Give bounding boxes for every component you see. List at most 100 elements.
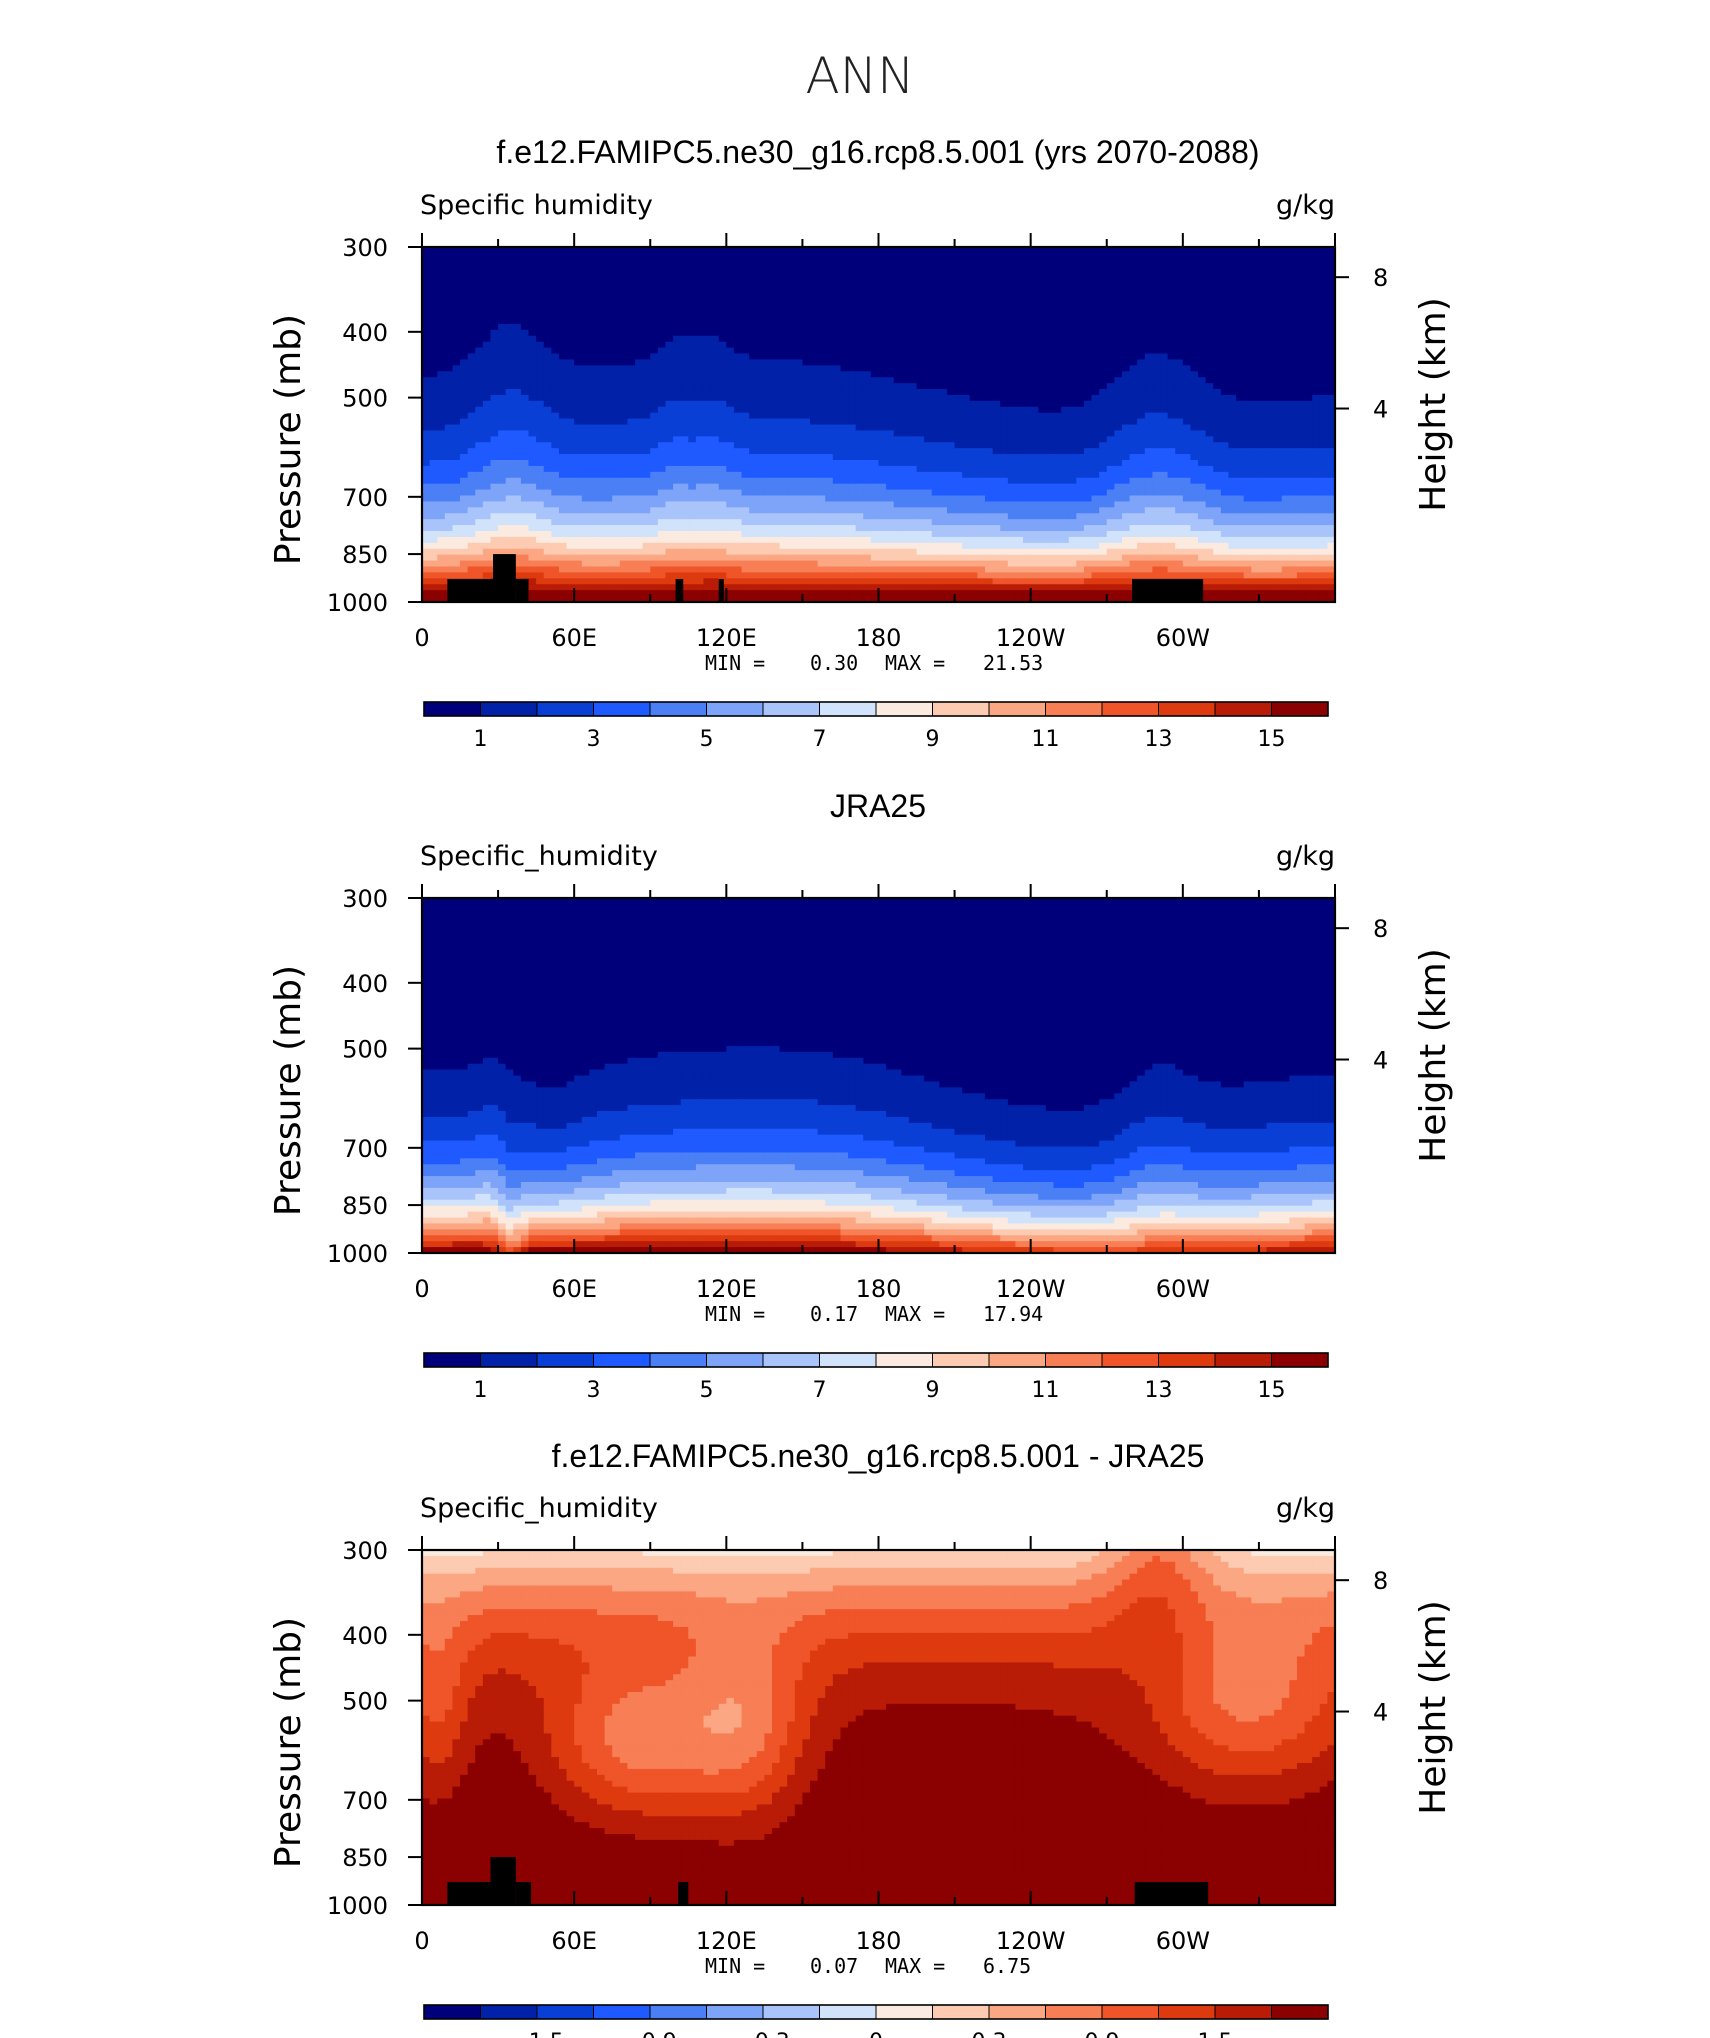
heatmap-cell <box>711 282 720 290</box>
heatmap-cell <box>596 436 606 443</box>
heatmap-cell <box>452 353 461 361</box>
heatmap-cell <box>680 471 689 479</box>
heatmap-cell <box>1045 329 1055 337</box>
heatmap-cell <box>733 335 743 343</box>
heatmap-cell <box>848 489 857 497</box>
heatmap-cell <box>741 383 750 390</box>
heatmap-cell <box>878 572 887 579</box>
heatmap-cell <box>551 252 560 260</box>
heatmap-cell <box>657 525 667 532</box>
heatmap-cell <box>551 465 560 473</box>
heatmap-cell <box>749 590 758 597</box>
heatmap-cell <box>437 347 446 355</box>
heatmap-cell <box>787 371 796 378</box>
heatmap-cell <box>985 270 994 278</box>
heatmap-cell <box>460 377 469 384</box>
heatmap-cell <box>1015 312 1024 319</box>
heatmap-cell <box>665 442 674 449</box>
heatmap-cell <box>886 377 895 384</box>
heatmap-cell <box>650 371 659 378</box>
heatmap-cell <box>962 442 971 449</box>
heatmap-cell <box>467 270 476 278</box>
heatmap-cell <box>482 247 492 254</box>
heatmap-cell <box>901 430 910 437</box>
heatmap-cell <box>1023 572 1032 579</box>
heatmap-cell <box>460 442 469 449</box>
heatmap-cell <box>802 442 811 449</box>
heatmap-cell <box>931 412 940 420</box>
heatmap-cell <box>460 318 469 325</box>
heatmap-cell <box>673 554 682 562</box>
heatmap-cell <box>688 442 697 449</box>
heatmap-cell <box>985 300 994 307</box>
heatmap-cell <box>931 247 940 254</box>
heatmap-cell <box>657 353 667 361</box>
heatmap-cell <box>566 312 575 319</box>
heatmap-cell <box>528 412 537 420</box>
heatmap-cell <box>794 329 804 337</box>
heatmap-cell <box>802 276 811 284</box>
heatmap-cell <box>711 460 720 467</box>
heatmap-cell <box>863 584 872 591</box>
heatmap-cell <box>490 525 499 532</box>
heatmap-cell <box>1045 519 1055 526</box>
heatmap-cell <box>490 436 499 443</box>
heatmap-cell <box>574 294 583 301</box>
heatmap-cell <box>1023 335 1032 343</box>
heatmap-cell <box>848 525 857 532</box>
heatmap-cell <box>688 596 697 603</box>
heatmap-cell <box>513 465 522 473</box>
heatmap-cell <box>840 377 849 384</box>
heatmap-cell <box>848 436 857 443</box>
heatmap-cell <box>574 371 583 378</box>
heatmap-cell <box>992 454 1001 461</box>
heatmap-cell <box>764 270 773 278</box>
heatmap-cell <box>566 282 575 290</box>
heatmap-cell <box>954 436 963 443</box>
heatmap-cell <box>665 318 674 325</box>
heatmap-cell <box>635 359 644 366</box>
heatmap-cell <box>581 365 590 372</box>
heatmap-cell <box>498 483 507 491</box>
heatmap-cell <box>498 465 507 473</box>
heatmap-cell <box>657 424 667 432</box>
heatmap-cell <box>703 519 712 526</box>
heatmap-cell <box>1030 347 1039 355</box>
heatmap-cell <box>954 371 963 378</box>
heatmap-cell <box>543 264 552 272</box>
heatmap-cell <box>460 554 469 562</box>
heatmap-cell <box>467 306 476 313</box>
heatmap-cell <box>1045 312 1055 319</box>
heatmap-cell <box>969 312 979 319</box>
heatmap-cell <box>832 554 842 562</box>
heatmap-cell <box>460 264 469 272</box>
heatmap-cell <box>543 341 552 349</box>
heatmap-cell <box>985 590 994 597</box>
heatmap-cell <box>1023 584 1032 591</box>
heatmap-cell <box>589 442 598 449</box>
heatmap-cell <box>574 430 583 437</box>
heatmap-cell <box>794 519 804 526</box>
heatmap-cell <box>665 323 674 331</box>
heatmap-cell <box>832 442 842 449</box>
heatmap-cell <box>977 406 986 414</box>
heatmap-cell <box>1023 365 1032 372</box>
heatmap-cell <box>962 578 971 585</box>
heatmap-cell <box>437 353 446 361</box>
heatmap-cell <box>901 264 910 272</box>
heatmap-cell <box>688 306 697 313</box>
heatmap-cell <box>612 394 621 402</box>
heatmap-cell <box>954 483 963 491</box>
heatmap-cell <box>475 377 484 384</box>
heatmap-cell <box>810 584 819 591</box>
heatmap-cell <box>992 323 1001 331</box>
heatmap-cell <box>870 323 880 331</box>
heatmap-cell <box>467 300 476 307</box>
heatmap-cell <box>771 323 781 331</box>
heatmap-cell <box>977 542 986 550</box>
heatmap-cell <box>992 436 1001 443</box>
heatmap-cell <box>711 377 720 384</box>
heatmap-cell <box>733 247 743 254</box>
heatmap-cell <box>513 489 522 497</box>
heatmap-cell <box>1015 477 1024 485</box>
